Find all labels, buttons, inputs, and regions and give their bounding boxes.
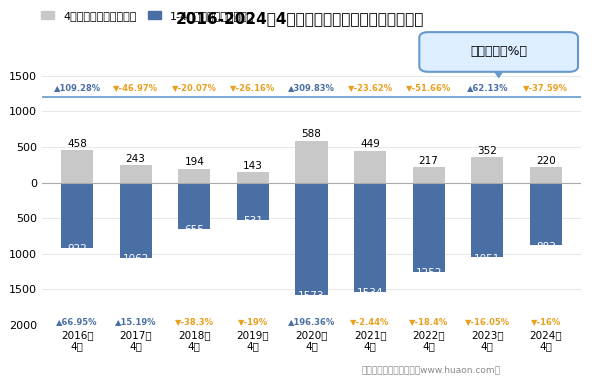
Text: ▲66.95%: ▲66.95% [56,317,98,326]
Text: 194: 194 [184,157,204,167]
Bar [178,169,210,183]
Text: 143: 143 [243,161,263,171]
Bar [471,157,503,183]
Text: ▼-51.66%: ▼-51.66% [406,83,451,92]
Bar [413,183,445,272]
Text: ▲196.36%: ▲196.36% [288,317,335,326]
Text: ▼-23.62%: ▼-23.62% [347,83,392,92]
Text: ▼-46.97%: ▼-46.97% [113,83,158,92]
Text: 同比增速（%）: 同比增速（%） [470,45,527,59]
Text: 1573: 1573 [298,291,325,301]
Text: 588: 588 [301,129,322,139]
Text: ▲309.83%: ▲309.83% [288,83,335,92]
Text: 1051: 1051 [474,254,500,263]
Text: ▼-18.4%: ▼-18.4% [409,317,448,326]
Bar [471,183,503,257]
Bar [237,172,269,183]
Text: 458: 458 [67,139,87,149]
Text: ▼-19%: ▼-19% [238,317,268,326]
Text: ▼-16%: ▼-16% [531,317,561,326]
Text: 1062: 1062 [123,254,149,264]
Bar [120,165,152,183]
Text: 883: 883 [536,242,556,251]
Bar [61,150,93,183]
Text: 217: 217 [419,156,438,166]
Text: 922: 922 [67,244,87,254]
Bar [354,183,386,292]
Text: 655: 655 [184,225,204,235]
Text: ▼-26.16%: ▼-26.16% [230,83,276,92]
Text: 243: 243 [126,154,146,164]
Text: 531: 531 [243,217,263,226]
Bar [413,167,445,183]
Bar [120,183,152,258]
Bar [354,150,386,183]
Bar [530,183,562,245]
Bar [295,141,328,183]
Text: 449: 449 [360,139,380,149]
Text: 1252: 1252 [416,268,442,278]
Text: 352: 352 [477,146,497,156]
Text: ▲109.28%: ▲109.28% [53,83,101,92]
Text: ▲15.19%: ▲15.19% [115,317,156,326]
Text: ▲62.13%: ▲62.13% [467,83,508,92]
Text: 制图：华经产业研究院（www.huaon.com）: 制图：华经产业研究院（www.huaon.com） [362,365,501,374]
Text: ▼-20.07%: ▼-20.07% [172,83,217,92]
Text: 2016-2024年4月大连商品交易所豆一期货成交量: 2016-2024年4月大连商品交易所豆一期货成交量 [176,11,423,26]
Text: 220: 220 [536,156,556,166]
Text: ▼-16.05%: ▼-16.05% [465,317,510,326]
Bar [178,183,210,229]
Text: 1534: 1534 [357,288,383,298]
Text: ▼-38.3%: ▼-38.3% [175,317,214,326]
Bar [237,183,269,220]
Bar [61,183,93,248]
Text: ▼-37.59%: ▼-37.59% [524,83,568,92]
Bar [530,167,562,183]
Text: ▼-2.44%: ▼-2.44% [350,317,390,326]
Legend: 4月期货成交量（万手）, 1-4月期货成交量（万手）: 4月期货成交量（万手）, 1-4月期货成交量（万手） [37,6,259,25]
Bar [295,183,328,294]
